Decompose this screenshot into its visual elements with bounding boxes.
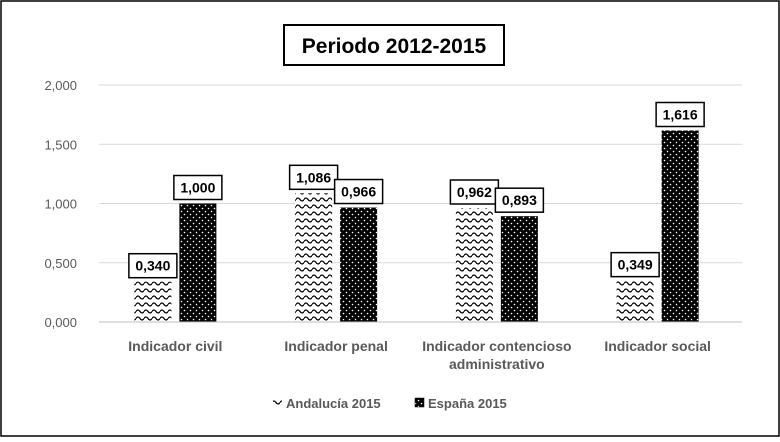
- y-tick-label: 0,000: [44, 315, 77, 330]
- y-tick-label: 2,000: [44, 78, 77, 93]
- category-label: Indicador contencioso: [422, 338, 571, 354]
- category-label: Indicador civil: [128, 338, 222, 354]
- data-label-box: [288, 164, 339, 191]
- legend-swatch: [273, 398, 282, 407]
- bars: [134, 130, 699, 322]
- data-label: 0,340: [135, 258, 170, 274]
- data-label-box: [173, 174, 223, 201]
- y-axis-tick-labels: 0,000 0,500 1,000 1,500 2,000: [44, 78, 77, 330]
- bar: [134, 281, 172, 322]
- data-label: 1,000: [180, 180, 215, 196]
- bar: [616, 280, 654, 322]
- data-label: 1,616: [663, 107, 698, 123]
- category-label: Indicador penal: [284, 338, 387, 354]
- category-label: Indicador social: [604, 338, 711, 354]
- chart-title-box: [283, 24, 505, 66]
- data-label-box: [655, 101, 705, 128]
- data-label-box: [449, 179, 500, 205]
- bar: [295, 193, 333, 322]
- data-label-box: [128, 252, 178, 279]
- chart-title: Periodo 2012-2015: [302, 35, 487, 58]
- data-label-box: [610, 251, 660, 278]
- bar: [340, 207, 378, 322]
- bar: [179, 203, 217, 322]
- y-tick-label: 0,500: [44, 256, 77, 271]
- data-label: 0,962: [457, 184, 492, 200]
- data-label-box: [494, 187, 545, 213]
- data-label: 1,086: [296, 169, 331, 185]
- legend: Andalucía 2015 España 2015: [273, 396, 507, 411]
- bar: [500, 216, 538, 322]
- data-label-box: [333, 178, 384, 205]
- data-label: 0,893: [502, 192, 537, 208]
- bar: [455, 208, 493, 322]
- x-axis-category-labels: Indicador civil Indicador penal Indicador …: [128, 338, 711, 372]
- y-tick-label: 1,000: [44, 197, 77, 212]
- legend-label: Andalucía 2015: [286, 396, 381, 411]
- legend-label: España 2015: [428, 396, 507, 411]
- y-tick-label: 1,500: [44, 137, 77, 152]
- category-label: administrativo: [449, 356, 545, 372]
- data-label: 0,349: [618, 257, 653, 273]
- data-label: 0,966: [341, 184, 376, 200]
- legend-swatch: [414, 397, 425, 408]
- bar: [661, 130, 699, 322]
- data-labels: 0,340 1,000 1,086 0,966 0,962 0,893 0,349 1,616: [128, 101, 705, 279]
